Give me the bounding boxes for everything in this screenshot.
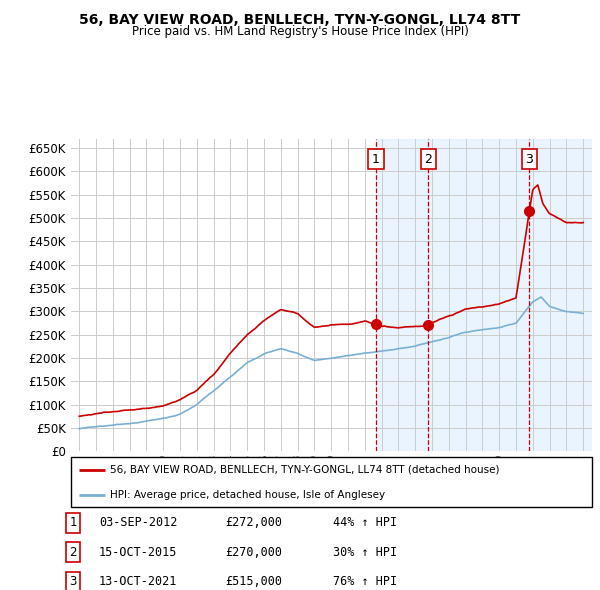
Text: HPI: Average price, detached house, Isle of Anglesey: HPI: Average price, detached house, Isle…	[110, 490, 385, 500]
Text: 1: 1	[70, 516, 77, 529]
Bar	[529, 139, 592, 451]
Text: £272,000: £272,000	[225, 516, 282, 529]
Text: 30% ↑ HPI: 30% ↑ HPI	[333, 546, 397, 559]
Text: 2: 2	[70, 546, 77, 559]
Text: £270,000: £270,000	[225, 546, 282, 559]
Text: 1: 1	[372, 153, 380, 166]
Text: £515,000: £515,000	[225, 575, 282, 588]
Text: 13-OCT-2021: 13-OCT-2021	[99, 575, 178, 588]
Text: 3: 3	[526, 153, 533, 166]
Text: 15-OCT-2015: 15-OCT-2015	[99, 546, 178, 559]
Text: 76% ↑ HPI: 76% ↑ HPI	[333, 575, 397, 588]
Bar	[428, 139, 529, 451]
FancyBboxPatch shape	[71, 457, 592, 507]
Text: 3: 3	[70, 575, 77, 588]
Text: 03-SEP-2012: 03-SEP-2012	[99, 516, 178, 529]
Text: Price paid vs. HM Land Registry's House Price Index (HPI): Price paid vs. HM Land Registry's House …	[131, 25, 469, 38]
Text: 56, BAY VIEW ROAD, BENLLECH, TYN-Y-GONGL, LL74 8TT (detached house): 56, BAY VIEW ROAD, BENLLECH, TYN-Y-GONGL…	[110, 465, 499, 475]
Bar	[376, 139, 428, 451]
Text: 44% ↑ HPI: 44% ↑ HPI	[333, 516, 397, 529]
Text: 56, BAY VIEW ROAD, BENLLECH, TYN-Y-GONGL, LL74 8TT: 56, BAY VIEW ROAD, BENLLECH, TYN-Y-GONGL…	[79, 13, 521, 27]
Text: 2: 2	[425, 153, 433, 166]
